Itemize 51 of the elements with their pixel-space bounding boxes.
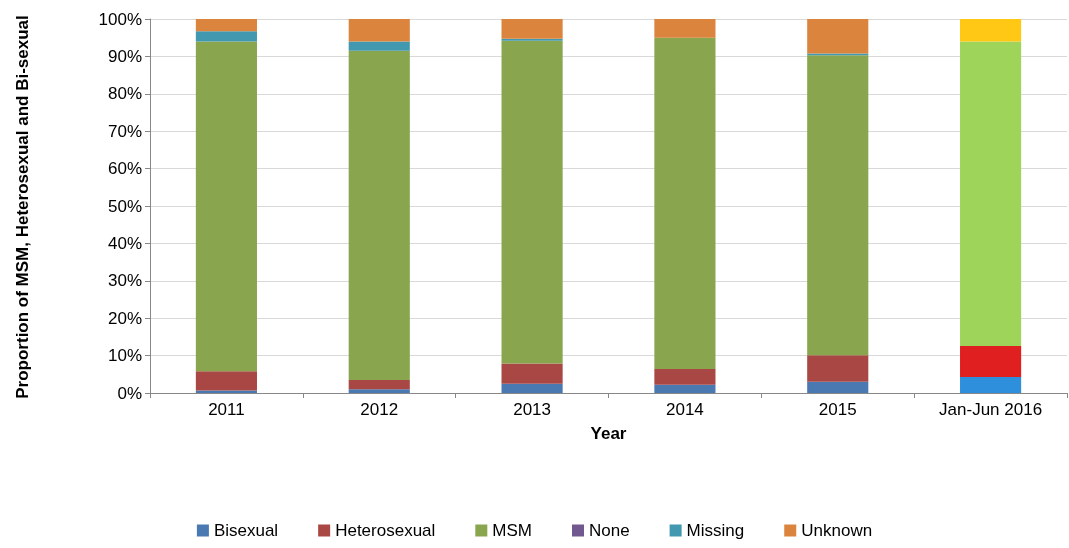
y-tick-label: 0% <box>117 383 142 403</box>
bar <box>960 41 1022 346</box>
x-tick-label: 2012 <box>360 400 399 419</box>
x-tick-label: 2011 <box>208 400 245 419</box>
bar <box>348 50 410 380</box>
legend-label: Missing <box>686 521 745 540</box>
bar <box>348 379 410 390</box>
bar <box>195 41 257 372</box>
x-axis-title: Year <box>590 424 627 443</box>
legend-label: Heterosexual <box>335 521 436 540</box>
bar <box>195 19 257 32</box>
bar <box>960 345 1022 377</box>
bar <box>195 371 257 391</box>
bar <box>807 381 869 393</box>
y-tick-label: 30% <box>107 271 142 291</box>
y-tick-label: 80% <box>107 84 142 104</box>
bar <box>348 389 410 393</box>
bar <box>960 19 1022 42</box>
bar <box>501 40 563 364</box>
y-tick-label: 70% <box>107 121 142 141</box>
bar <box>654 19 716 38</box>
legend-label: Unknown <box>801 521 873 540</box>
x-tick-label: 2013 <box>513 400 551 419</box>
y-tick-label: 40% <box>107 233 142 253</box>
y-tick-label: 60% <box>107 159 142 179</box>
x-tick-label: 2014 <box>666 400 704 419</box>
y-tick-label: 50% <box>107 196 142 216</box>
x-tick-label: Jan-Jun 2016 <box>939 400 1043 419</box>
y-tick-label: 100% <box>98 9 142 29</box>
bar <box>348 19 410 42</box>
y-tick-label: 10% <box>107 346 142 366</box>
bar <box>501 19 563 39</box>
bar <box>807 55 869 356</box>
legend-label: Bisexual <box>213 521 279 540</box>
bar <box>501 363 563 384</box>
bar <box>195 31 257 42</box>
y-axis-title: Proportion of MSM, Heterosexual and Bi-sexual <box>12 15 32 399</box>
bar <box>654 369 716 385</box>
bar <box>807 355 869 382</box>
bar <box>501 383 563 393</box>
y-tick-label: 20% <box>107 308 142 328</box>
bar <box>654 37 716 370</box>
bar <box>348 41 410 51</box>
x-tick-label: 2015 <box>818 400 857 419</box>
y-tick-label: 90% <box>107 46 142 66</box>
bar <box>654 384 716 393</box>
bar <box>195 390 257 393</box>
bar <box>807 19 869 54</box>
legend-label: None <box>588 521 630 540</box>
legend-label: MSM <box>492 521 532 540</box>
bar <box>960 376 1022 393</box>
